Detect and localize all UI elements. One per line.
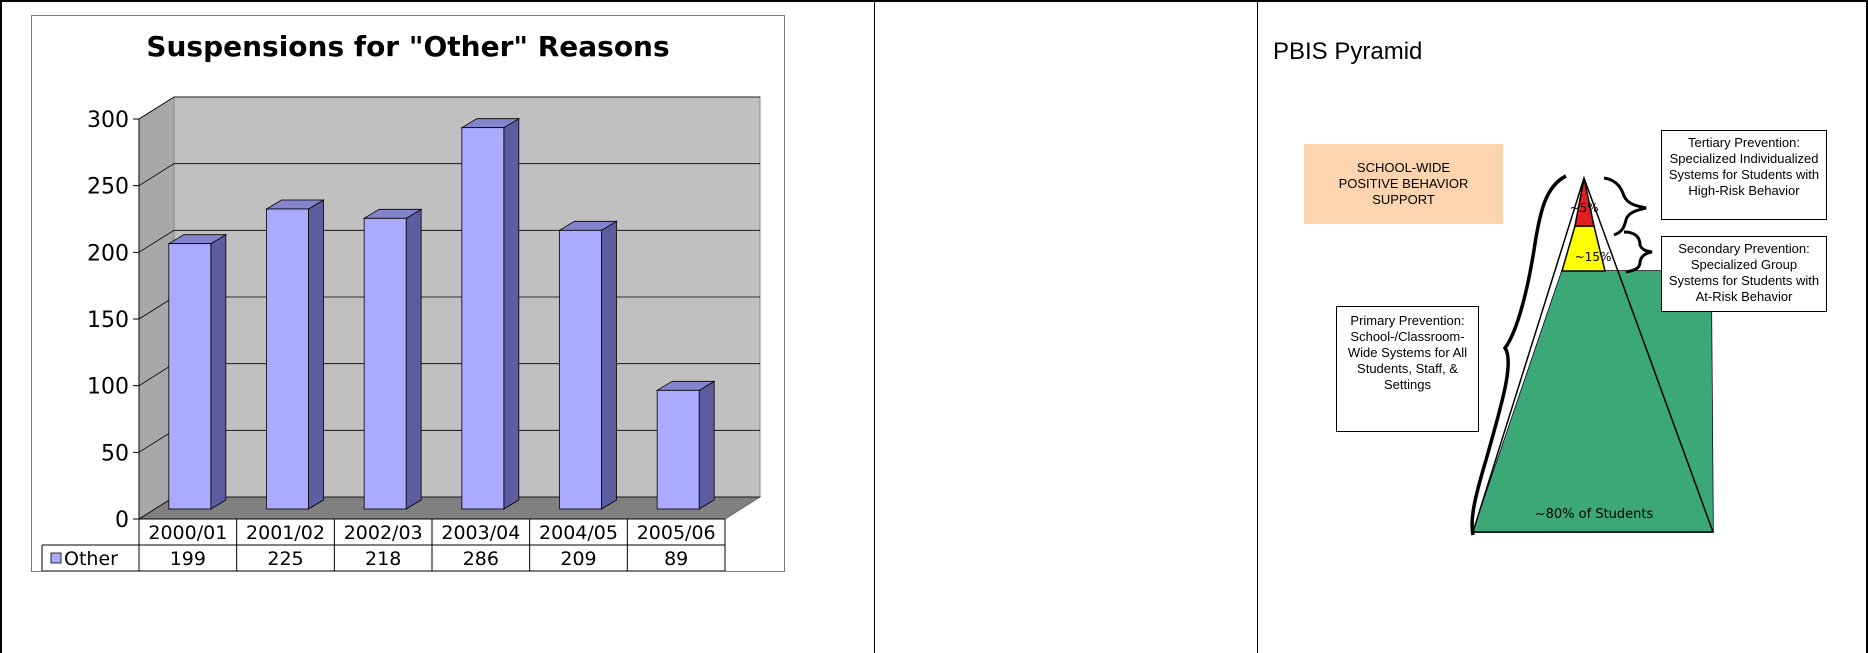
x-category-label: 2004/05 (539, 522, 618, 544)
table-border-right (1866, 0, 1868, 653)
legend-label: Other (64, 548, 118, 570)
data-label: 209 (560, 548, 596, 570)
x-category-label: 2003/04 (441, 522, 520, 544)
bar-side (503, 117, 520, 510)
y-tick-label: 0 (115, 508, 129, 533)
chart-gridline (138, 163, 760, 187)
tertiary-prevention-text: Tertiary Prevention: Specialized Individ… (1668, 135, 1820, 198)
data-label: 199 (170, 548, 206, 570)
bar-side (698, 380, 715, 510)
chart-frame: Suspensions for "Other" Reasons 0 50 100 15… (31, 15, 785, 572)
table-divider-1 (874, 0, 875, 653)
swpbs-label: SCHOOL-WIDE POSITIVE BEHAVIOR SUPPORT (1338, 160, 1469, 207)
bar (461, 127, 505, 510)
bar (266, 208, 309, 510)
bar-side (405, 208, 422, 510)
x-category-label: 2001/02 (246, 522, 325, 544)
bar (559, 229, 602, 510)
bar-side (601, 220, 617, 510)
chart-gridline (138, 96, 760, 120)
y-tick-label: 50 (101, 441, 129, 466)
data-label: 218 (365, 548, 401, 570)
data-label: 225 (267, 548, 303, 570)
x-category-label: 2005/06 (637, 522, 716, 544)
primary-prevention-text: Primary Prevention: School-/Classroom-Wi… (1347, 313, 1468, 392)
table-divider-2 (1257, 0, 1258, 653)
bar-side (210, 233, 227, 510)
y-tick-label: 250 (87, 175, 129, 200)
table-border-top (0, 0, 1868, 2)
y-tick-label: 200 (87, 241, 129, 266)
x-category-label: 2002/03 (344, 522, 423, 544)
table-border-left (0, 0, 2, 653)
bar (656, 389, 700, 510)
chart-title: Suspensions for "Other" Reasons (146, 30, 670, 63)
y-tick-label: 100 (87, 375, 129, 400)
bar (168, 243, 212, 510)
bar (363, 217, 407, 510)
data-label: 89 (664, 548, 688, 570)
tertiary-prevention-note: Tertiary Prevention: Specialized Individ… (1661, 130, 1827, 220)
bar-side (308, 199, 324, 510)
y-tick-label: 150 (87, 308, 129, 333)
secondary-prevention-note: Secondary Prevention: Specialized Group … (1661, 236, 1827, 312)
pbis-title: PBIS Pyramid (1273, 38, 1423, 65)
legend-swatch (50, 552, 62, 564)
chart-svg: 0 50 100 150 200 250 300 2000/01 2001/02 2002/03 2… (41, 96, 762, 571)
x-category-label: 2000/01 (148, 522, 227, 544)
y-tick-label: 300 (87, 108, 129, 133)
data-label: 286 (463, 548, 499, 570)
secondary-prevention-text: Secondary Prevention: Specialized Group … (1668, 241, 1820, 304)
primary-prevention-note: Primary Prevention: School-/Classroom-Wi… (1336, 306, 1479, 432)
swpbs-label-box: SCHOOL-WIDE POSITIVE BEHAVIOR SUPPORT (1304, 144, 1503, 224)
